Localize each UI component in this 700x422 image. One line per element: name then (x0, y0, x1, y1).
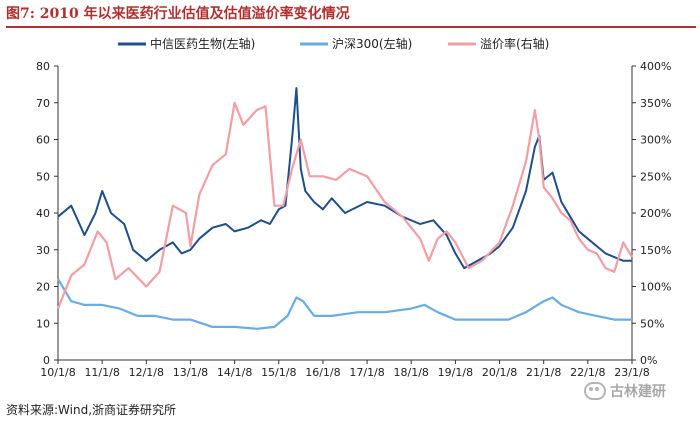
watermark: 古林建研 (584, 380, 698, 402)
x-tick-label: 10/1/8 (40, 366, 75, 379)
y-left-tick-label: 60 (36, 134, 50, 147)
y-left-tick-label: 0 (43, 354, 50, 367)
title-rule (6, 26, 696, 28)
x-tick-label: 20/1/8 (482, 366, 517, 379)
y-left-tick-label: 40 (36, 207, 50, 220)
x-tick-label: 14/1/8 (217, 366, 252, 379)
legend-label-2: 沪深300(左轴) (332, 36, 412, 51)
x-tick-label: 11/1/8 (84, 366, 119, 379)
y-right-tick-label: 350% (640, 97, 671, 110)
y-left-tick-label: 20 (36, 281, 50, 294)
y-right-tick-label: 150% (640, 244, 671, 257)
x-tick-label: 12/1/8 (129, 366, 164, 379)
x-tick-label: 21/1/8 (526, 366, 561, 379)
y-right-tick-label: 300% (640, 134, 671, 147)
source-note: 资料来源:Wind,浙商证券研究所 (6, 403, 177, 417)
x-tick-label: 18/1/8 (394, 366, 429, 379)
legend-label-3: 溢价率(右轴) (480, 36, 549, 51)
x-tick-label: 17/1/8 (349, 366, 384, 379)
y-right-tick-label: 50% (640, 317, 664, 330)
y-right-tick-label: 0% (640, 354, 657, 367)
y-left-tick-label: 10 (36, 317, 50, 330)
wechat-icon (584, 382, 606, 400)
x-tick-label: 22/1/8 (570, 366, 605, 379)
y-left-tick-label: 30 (36, 244, 50, 257)
y-right-tick-label: 200% (640, 207, 671, 220)
series-line-2 (57, 278, 632, 330)
y-right-tick-label: 400% (640, 60, 671, 73)
x-tick-label: 16/1/8 (305, 366, 340, 379)
x-tick-label: 23/1/8 (614, 366, 649, 379)
watermark-text: 古林建研 (610, 384, 666, 400)
figure-label: 图7: (6, 6, 35, 22)
y-right-tick-label: 250% (640, 170, 671, 183)
y-left-tick-label: 50 (36, 170, 50, 183)
x-tick-label: 15/1/8 (261, 366, 296, 379)
series-line-1 (57, 87, 632, 270)
x-tick-label: 13/1/8 (173, 366, 208, 379)
y-left-tick-label: 70 (36, 97, 50, 110)
legend-label-1: 中信医药生物(左轴) (150, 36, 255, 51)
figure-title: 图7: 2010 年以来医药行业估值及估值溢价率变化情况 (6, 3, 696, 23)
y-right-tick-label: 100% (640, 281, 671, 294)
series-line-3 (56, 101, 633, 310)
x-tick-label: 19/1/8 (438, 366, 473, 379)
figure-title-text: 2010 年以来医药行业估值及估值溢价率变化情况 (39, 6, 350, 22)
y-left-tick-label: 80 (36, 60, 50, 73)
